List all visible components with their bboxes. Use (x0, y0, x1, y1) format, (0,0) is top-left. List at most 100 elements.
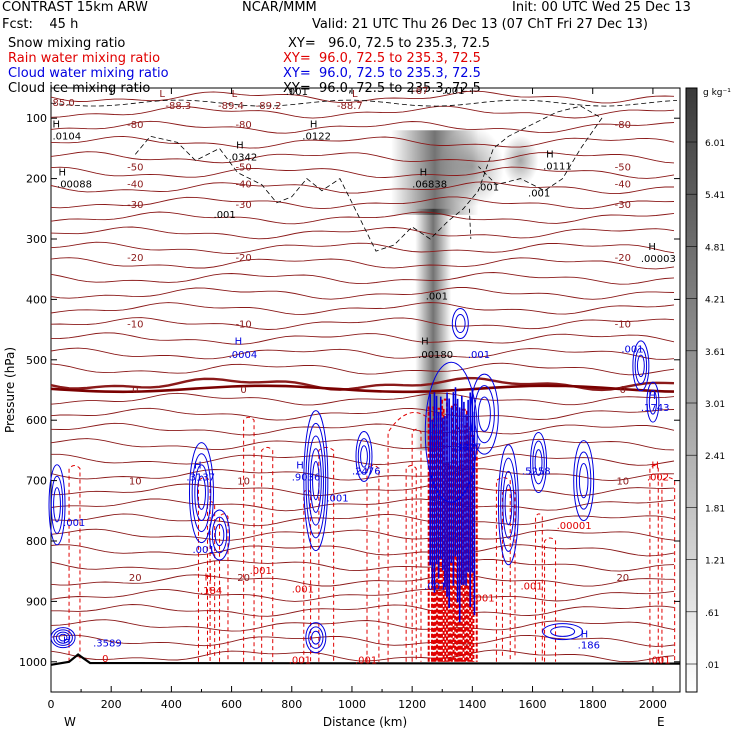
contour-annotation: .001 (520, 581, 542, 592)
cloud-water-contour (542, 623, 584, 641)
isotherm-label: -40 (235, 179, 251, 190)
contour-annotation: L (352, 89, 358, 100)
isotherm-line (50, 226, 675, 240)
isotherm-line (50, 422, 675, 436)
cloud-water-contour (309, 448, 322, 513)
colorbar-label: 4.21 (705, 296, 725, 306)
cloud-water-contour (455, 314, 466, 334)
x-tick-label: 1400 (458, 698, 486, 711)
contour-annotation: .0104 (53, 131, 82, 142)
contour-annotation: .3827 (453, 442, 482, 453)
y-tick-label: 300 (26, 233, 47, 246)
isotherm-line (50, 483, 675, 496)
colorbar (685, 87, 698, 693)
isotherm-line (50, 438, 675, 451)
init-time: Init: 00 UTC Wed 25 Dec 13 (512, 0, 691, 15)
y-tick-label: 700 (26, 475, 47, 488)
isotherm-line (50, 498, 675, 512)
isotherm-line (50, 362, 675, 376)
contour-annotation: H (59, 168, 67, 179)
x-tick-label: 0 (48, 698, 55, 711)
field-name-snow: Snow mixing ratio (8, 36, 126, 51)
rain-contour (544, 537, 557, 662)
contour-annotation: .0111 (543, 162, 572, 173)
rain-core-contour (457, 464, 465, 662)
y-tick-label: 500 (26, 354, 47, 367)
rain-contour (405, 465, 417, 662)
isotherm-label: -80 (235, 120, 251, 131)
isotherm-line (50, 166, 675, 179)
contour-annotation: .001 (63, 518, 85, 529)
x-tick-label: 200 (101, 698, 122, 711)
cloud-water-contour (53, 487, 61, 523)
contour-annotation: H (648, 391, 656, 402)
contour-annotation: -88.7 (337, 101, 363, 112)
snow-blob (440, 126, 505, 207)
contour-annotation: .0004 (229, 350, 258, 361)
isotherm-line (50, 135, 675, 149)
cloud-water-contour (305, 622, 327, 654)
isotherm-label: -30 (127, 200, 143, 211)
colorbar-label: .01 (705, 661, 719, 671)
colorbar-label: 1.81 (705, 504, 725, 514)
isotherm-label: 10 (237, 477, 250, 488)
colorbar-label: 3.01 (705, 400, 725, 410)
cloud-water-contour (58, 633, 68, 642)
contour-annotation: .001 (326, 494, 348, 505)
isotherm-label: -50 (127, 163, 143, 174)
ice-contour (50, 99, 678, 107)
isotherm-label: -40 (615, 179, 631, 190)
isotherm-line (50, 589, 675, 602)
contour-annotation: -88.3 (165, 101, 191, 112)
isotherm-line (50, 407, 675, 421)
cloud-water-contour (188, 442, 214, 544)
colorbar-label: 2.41 (705, 452, 725, 462)
cloud-water-contour (477, 396, 491, 432)
cloud-water-contour (307, 435, 324, 526)
y-tick-label: 400 (26, 293, 47, 306)
contour-annotation: H (194, 461, 202, 472)
contour-annotation: .001 (250, 566, 272, 577)
cloud-water-contour (311, 630, 321, 645)
isotherm-label: -20 (615, 253, 631, 264)
contour-annotation: .5258 (522, 467, 551, 478)
contour-annotation: .001 (192, 545, 214, 556)
isotherm-label: 20 (129, 573, 142, 584)
cloud-water-contour (303, 410, 329, 552)
rain-contour (649, 465, 659, 662)
isotherm-label: 0 (620, 385, 626, 396)
colorbar-ticks: 6.01 5.41 4.81 4.21 3.61 3.01 2.41 1.81 1.21 .61.… (686, 139, 725, 671)
colorbar-label: 4.81 (705, 243, 725, 253)
contour-annotation: H (63, 636, 71, 647)
cloud-water-contour (360, 445, 368, 468)
isotherm-label: 0 (132, 385, 138, 396)
isotherm-label: 20 (616, 573, 629, 584)
contour-annotation: .001 (426, 291, 448, 302)
y-tick-label: 900 (26, 595, 47, 608)
isotherm-line (50, 513, 675, 527)
x-tick-label: 1800 (579, 698, 607, 711)
contour-annotation: .3589 (93, 639, 122, 650)
contour-annotation: .002 (647, 473, 669, 484)
rain-contour (661, 477, 676, 662)
cloud-water-contour (634, 347, 648, 385)
contour-annotation: .2476 (352, 467, 381, 478)
contour-annotation: H (235, 337, 243, 348)
isotherm-line (51, 604, 675, 617)
field-xy-snow: XY= 96.0, 72.5 to 235.3, 72.5 (288, 36, 491, 51)
contour-annotation: .001 (286, 87, 308, 98)
contour-annotation: .001 (472, 593, 494, 604)
isotherm-line (50, 528, 675, 541)
rain-contour (68, 465, 81, 662)
isotherm-line (50, 211, 675, 225)
cloud-water-contour (497, 444, 519, 566)
contour-annotation: .001 (292, 584, 314, 595)
cloud-water-contour (646, 381, 660, 423)
isotherm-line (51, 453, 675, 466)
contour-annotation: .001 (468, 350, 490, 361)
isotherm-line (50, 558, 675, 572)
contour-annotation: .06838 (412, 180, 447, 191)
rain-contour (411, 428, 422, 662)
colorbar-label: .61 (705, 609, 719, 619)
isotherm-line (50, 619, 675, 632)
